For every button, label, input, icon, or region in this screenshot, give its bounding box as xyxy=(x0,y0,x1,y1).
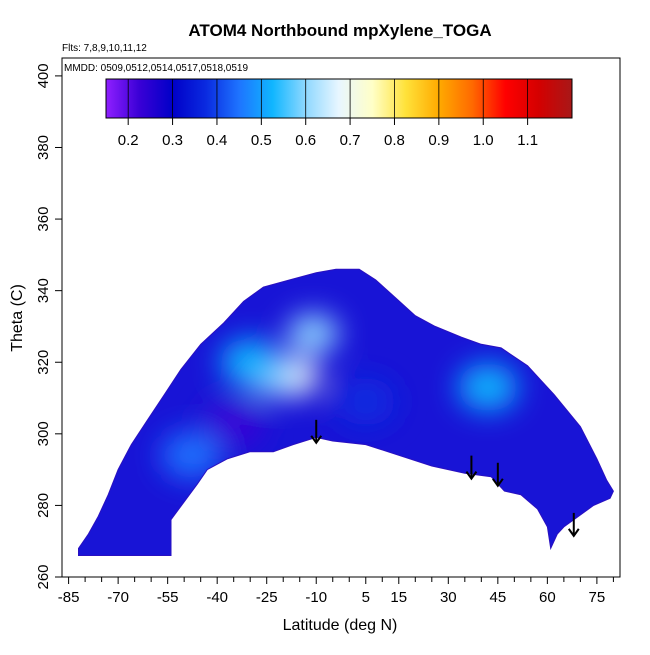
colorbar-tick-label: 0.2 xyxy=(118,132,139,149)
data-layer xyxy=(78,268,614,556)
heatmap-blob xyxy=(335,377,396,426)
x-tick-label: -70 xyxy=(107,589,129,606)
x-axis-label: Latitude (deg N) xyxy=(283,617,398,634)
x-tick-label: 60 xyxy=(539,589,556,606)
colorbar-tick-label: 0.5 xyxy=(251,132,272,149)
colorbar-bar xyxy=(105,78,573,119)
x-tick-label: -40 xyxy=(206,589,228,606)
heatmap-field xyxy=(78,269,614,556)
y-axis-label: Theta (C) xyxy=(9,284,26,352)
colorbar-tick-label: 1.1 xyxy=(517,132,538,149)
x-tick-label: 30 xyxy=(440,589,457,606)
y-tick-label: 280 xyxy=(35,493,52,518)
x-tick-label: -25 xyxy=(256,589,278,606)
colorbar-tick-label: 0.6 xyxy=(295,132,316,149)
heatmap-blob xyxy=(203,399,264,448)
plot-frame xyxy=(61,57,621,578)
y-tick-label: 260 xyxy=(35,564,52,589)
arrow-marker xyxy=(567,512,580,538)
x-tick-label: -85 xyxy=(58,589,80,606)
y-tick-label: 380 xyxy=(35,135,52,160)
x-tick-label: 45 xyxy=(489,589,506,606)
arrow-marker xyxy=(492,462,504,488)
colorbar-tick-label: 0.4 xyxy=(207,132,228,149)
y-tick-label: 340 xyxy=(35,278,52,303)
colorbar-tick-label: 0.8 xyxy=(384,132,405,149)
heatmap-blob xyxy=(160,431,221,480)
chart-title: ATOM4 Northbound mpXylene_TOGA xyxy=(188,21,491,40)
x-tick-label: -10 xyxy=(305,589,327,606)
flights-note: Flts: 7,8,9,10,11,12 xyxy=(62,43,147,54)
dates-note: MMDD: 0509,0512,0514,0517,0518,0519 xyxy=(64,63,248,74)
y-tick-label: 320 xyxy=(35,350,52,375)
arrow-markers xyxy=(310,419,580,538)
colorbar-tick-label: 0.3 xyxy=(162,132,183,149)
colorbar-tick-label: 1.0 xyxy=(473,132,494,149)
colorbar-ticks: 0.2 0.3 0.4 0.5 0.6 0.7 0.8 0.9 1.0 1.1 xyxy=(118,118,538,149)
heatmap-blobs xyxy=(160,313,518,480)
colorbar: 0.2 0.3 0.4 0.5 0.6 0.7 0.8 0.9 1.0 1.1 xyxy=(105,78,573,149)
arrow-marker xyxy=(310,419,323,445)
arrow-marker xyxy=(465,455,478,481)
colorbar-dividers xyxy=(127,79,529,118)
x-tick-label: 5 xyxy=(362,589,370,606)
x-axis: -85 -70 -55 -40 -25 -10 5 15 30 45 60 75 xyxy=(58,577,614,606)
y-axis: 260 280 300 320 340 360 380 400 xyxy=(35,63,62,590)
x-tick-label: 75 xyxy=(589,589,606,606)
colorbar-tick-label: 0.9 xyxy=(428,132,449,149)
y-tick-label: 400 xyxy=(35,63,52,88)
y-tick-label: 300 xyxy=(35,421,52,446)
x-tick-label: 15 xyxy=(390,589,407,606)
heatmap-blob xyxy=(457,363,518,412)
heatmap-blob xyxy=(220,338,281,387)
heatmap-outline xyxy=(78,268,614,556)
y-tick-label: 360 xyxy=(35,207,52,232)
heatmap-blob xyxy=(286,313,339,354)
colorbar-tick-label: 0.7 xyxy=(340,132,361,149)
x-tick-label: -55 xyxy=(157,589,179,606)
